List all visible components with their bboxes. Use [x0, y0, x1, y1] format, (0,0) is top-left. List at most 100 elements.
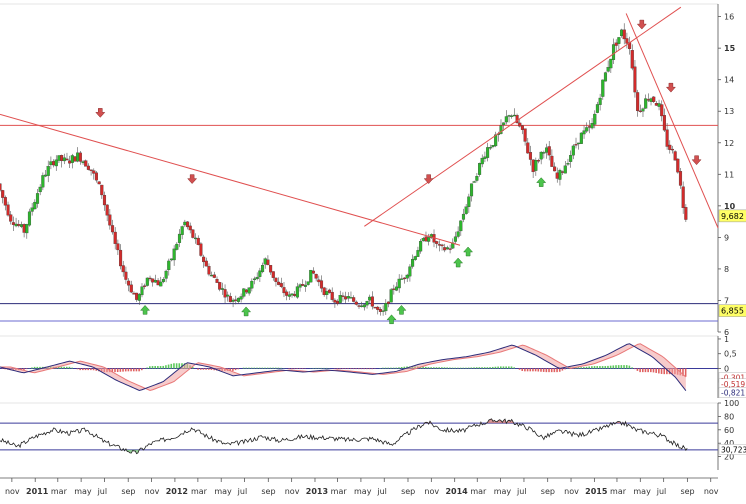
macd-hist-bar-down [369, 368, 371, 369]
macd-hist-bar-up [495, 367, 497, 369]
candle-up [288, 295, 291, 297]
candle-down [660, 105, 663, 116]
macd-hist-bar-up [500, 366, 502, 368]
x-tick-label: jul [656, 487, 667, 496]
candle-up [492, 145, 495, 147]
macd-hist-bar-down [337, 368, 339, 369]
candle-up [360, 306, 363, 307]
candle-down [186, 222, 189, 227]
candle-down [197, 238, 200, 245]
candle-down [100, 185, 103, 195]
candle-down [245, 290, 248, 292]
macd-hist-bar-up [170, 364, 172, 369]
macd-hist-bar-up [428, 367, 430, 368]
macd-hist-bar-up [37, 367, 39, 369]
candle-down [68, 161, 71, 164]
macd-hist-bar-down [79, 368, 81, 370]
candle-down [521, 126, 524, 130]
macd-hist-bar-down [371, 368, 373, 369]
macd-hist-bar-down [296, 368, 298, 369]
macd-hist-bar-down [141, 368, 143, 370]
candle-down [275, 278, 278, 282]
macd-hist-bar-up [401, 367, 403, 368]
candle-up [559, 170, 562, 179]
candle-down [114, 232, 117, 244]
candle-down [352, 297, 355, 301]
candle-down [216, 279, 219, 283]
candle-up [232, 300, 235, 302]
candle-down [277, 282, 280, 285]
macd-hist-bar-down [291, 368, 293, 369]
candle-up [33, 202, 36, 209]
candle-up [478, 163, 481, 174]
macd-hist-bar-up [586, 367, 588, 369]
macd-hist-bar-up [436, 367, 438, 368]
candle-down [108, 215, 111, 226]
candle-down [12, 222, 15, 224]
candle-up [593, 114, 596, 124]
candle-up [178, 234, 181, 243]
candle-down [9, 215, 12, 222]
candle-up [489, 147, 492, 148]
candle-up [307, 282, 310, 285]
candle-up [395, 287, 398, 291]
x-tick-label: jul [376, 487, 387, 496]
macd-hist-bar-up [254, 368, 256, 369]
candle-down [135, 293, 138, 300]
candle-down [666, 130, 669, 147]
macd-hist-bar-down [559, 368, 561, 371]
candle-up [350, 297, 353, 298]
candle-up [347, 296, 350, 298]
candle-up [309, 270, 312, 282]
macd-hist-bar-down [639, 368, 641, 372]
candle-up [82, 162, 85, 163]
macd-hist-bar-down [661, 368, 663, 373]
candle-up [604, 73, 607, 82]
macd-hist-bar-up [318, 368, 320, 369]
candle-up [248, 288, 251, 293]
x-tick-label: sep [541, 487, 555, 496]
macd-hist-bar-down [235, 368, 237, 370]
macd-hist-bar-up [497, 367, 499, 369]
x-tick-label: 2015 [585, 487, 608, 496]
candle-down [23, 224, 26, 232]
macd-hist-bar-up [473, 367, 475, 368]
candle-up [146, 278, 149, 286]
candle-up [417, 250, 420, 256]
candle-down [647, 99, 650, 100]
macd-hist-bar-down [650, 368, 652, 372]
candle-down [328, 290, 331, 293]
candle-up [296, 287, 299, 298]
macd-hist-bar-up [320, 368, 322, 369]
x-tick-label: 2012 [166, 487, 188, 496]
candle-down [7, 205, 10, 215]
macd-hist-bar-down [197, 368, 199, 369]
macd-hist-bar-up [146, 368, 148, 369]
macd-hist-bar-up [385, 368, 387, 369]
macd-hist-bar-up [160, 366, 162, 368]
macd-hist-bar-up [149, 366, 151, 368]
macd-hist-bar-down [90, 368, 92, 370]
macd-hist-bar-up [433, 367, 435, 368]
macd-hist-bar-up [444, 367, 446, 368]
last-price-label: 9,682 [721, 212, 744, 221]
macd-hist-bar-up [481, 367, 483, 368]
macd-hist-bar-up [278, 368, 280, 369]
candle-down [111, 225, 114, 232]
candle-up [159, 282, 162, 286]
macd-hist-bar-up [618, 365, 620, 368]
candle-up [36, 193, 39, 203]
macd-hist-bar-up [446, 367, 448, 368]
macd-hist-bar-down [642, 368, 644, 372]
candle-down [95, 173, 98, 180]
x-tick-label: may [74, 487, 92, 496]
candle-up [411, 259, 414, 266]
candle-up [44, 175, 47, 176]
candle-up [25, 224, 28, 233]
candle-up [339, 295, 342, 302]
macd-hist-bar-up [465, 368, 467, 369]
macd-hist-bar-down [535, 368, 537, 371]
candle-down [676, 159, 679, 172]
macd-y-tick-label: 1 [724, 335, 729, 344]
candle-up [261, 265, 264, 272]
